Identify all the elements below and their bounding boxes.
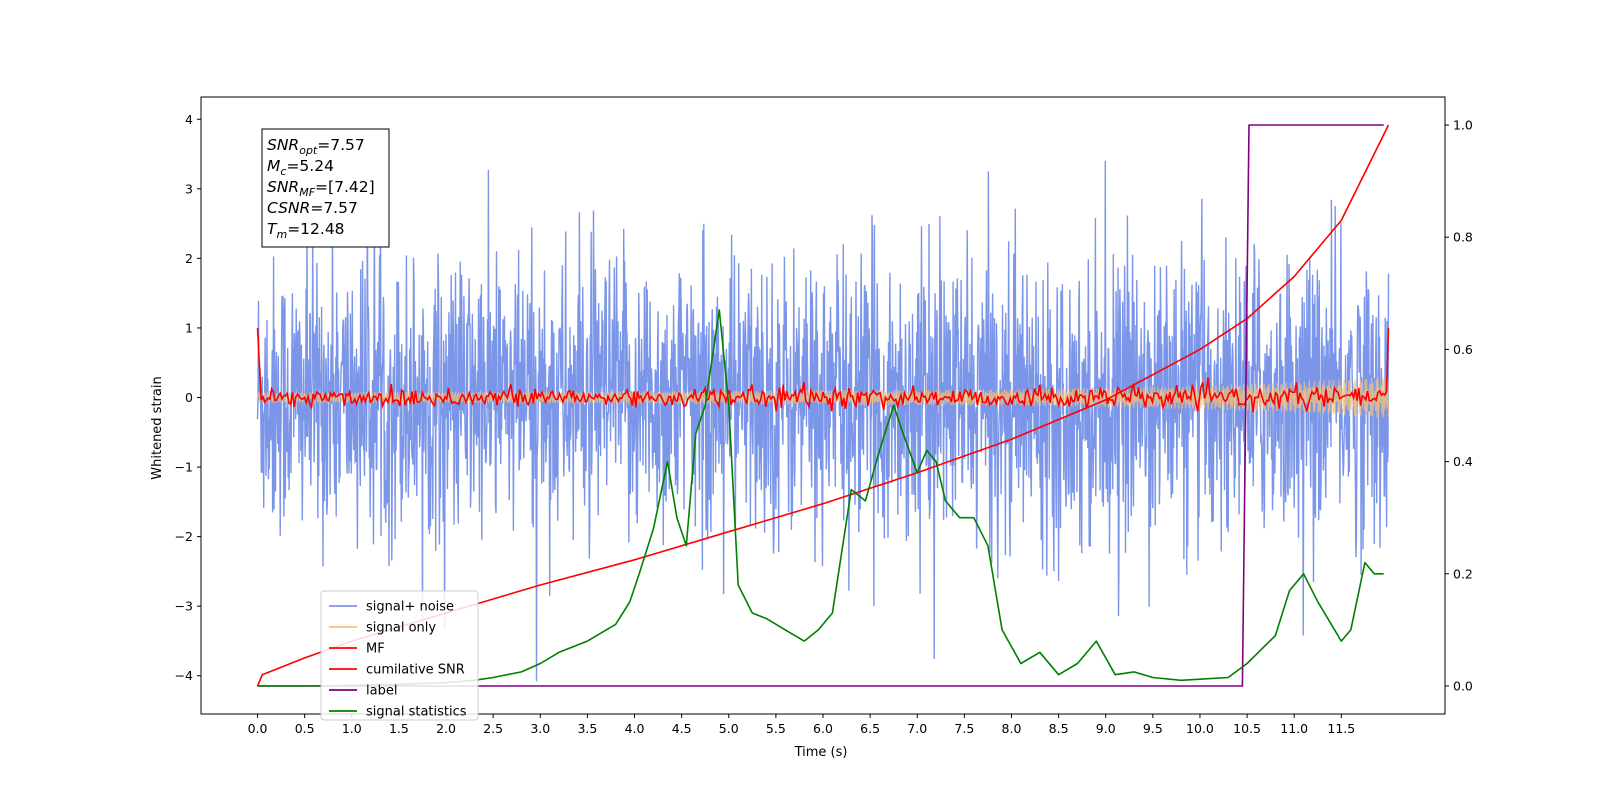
- legend-label: MF: [366, 642, 385, 657]
- y-axis-label: Whitened strain: [150, 376, 165, 479]
- y-tick-label: 1: [185, 320, 193, 335]
- x-tick-label: 0.5: [295, 721, 315, 736]
- legend-label: signal statistics: [366, 705, 467, 720]
- y-axis-left: 4 3 2 1 0 −1 −2 −3 −4: [175, 112, 201, 683]
- legend-label: signal+ noise: [366, 600, 454, 615]
- y2-tick-label: 0.0: [1453, 678, 1473, 693]
- series-label: [257, 124, 1384, 687]
- y-tick-label: −3: [175, 599, 193, 614]
- x-tick-label: 5.0: [719, 721, 739, 736]
- series-signal-noise: [256, 132, 1390, 682]
- legend-label: signal only: [366, 621, 436, 636]
- x-tick-label: 11.0: [1280, 721, 1308, 736]
- x-tick-label: 6.0: [813, 721, 833, 736]
- x-axis: 0.0 0.5 1.0 1.5 2.0 2.5 3.0 3.5 4.0 4.5 5.0 5.5 6.0 6…: [248, 714, 1355, 736]
- y-tick-label: 0: [185, 390, 193, 405]
- y-tick-label: −4: [175, 668, 193, 683]
- y2-tick-label: 1.0: [1453, 118, 1473, 133]
- x-tick-label: 2.0: [436, 721, 456, 736]
- x-tick-label: 1.5: [389, 721, 409, 736]
- y2-tick-label: 0.4: [1453, 454, 1473, 469]
- y-tick-label: −2: [175, 529, 193, 544]
- annotation-line: SNRMF=[7.42]: [267, 178, 375, 199]
- y-tick-label: 4: [185, 112, 193, 127]
- x-axis-label: Time (s): [794, 745, 848, 760]
- x-tick-label: 8.5: [1049, 721, 1069, 736]
- legend: signal+ noise signal only MF cumilative SNR…: [320, 590, 479, 721]
- y-axis-right: 1.0 0.8 0.6 0.4 0.2 0.0: [1445, 118, 1473, 693]
- y2-tick-label: 0.6: [1453, 342, 1473, 357]
- x-tick-label: 3.0: [530, 721, 550, 736]
- annotation-line: Tm=12.48: [267, 220, 345, 241]
- x-tick-label: 1.0: [342, 721, 362, 736]
- series-mf: [256, 327, 1390, 413]
- y2-tick-label: 0.2: [1453, 566, 1473, 581]
- x-tick-label: 10.0: [1186, 721, 1214, 736]
- series-signal-statistics: [257, 309, 1384, 687]
- annotation-line: SNRopt=7.57: [267, 136, 365, 157]
- legend-label: label: [366, 684, 397, 699]
- x-tick-label: 11.5: [1327, 721, 1355, 736]
- x-tick-label: 8.0: [1002, 721, 1022, 736]
- x-tick-label: 4.0: [625, 721, 645, 736]
- x-tick-label: 3.5: [577, 721, 597, 736]
- x-tick-label: 9.0: [1096, 721, 1116, 736]
- x-tick-label: 10.5: [1233, 721, 1261, 736]
- y-tick-label: 3: [185, 181, 193, 196]
- x-tick-label: 5.5: [766, 721, 786, 736]
- x-tick-label: 7.0: [907, 721, 927, 736]
- y2-tick-label: 0.8: [1453, 230, 1473, 245]
- annotation-line: Mc=5.24: [267, 157, 334, 178]
- x-tick-label: 2.5: [483, 721, 503, 736]
- x-tick-label: 9.5: [1143, 721, 1163, 736]
- legend-label: cumilative SNR: [366, 663, 465, 678]
- x-tick-label: 6.5: [860, 721, 880, 736]
- x-tick-label: 0.0: [248, 721, 268, 736]
- y-tick-label: −1: [175, 460, 193, 475]
- annotation-line: CSNR=7.57: [267, 199, 358, 217]
- x-tick-label: 7.5: [954, 721, 974, 736]
- y-tick-label: 2: [185, 251, 193, 266]
- x-tick-label: 4.5: [672, 721, 692, 736]
